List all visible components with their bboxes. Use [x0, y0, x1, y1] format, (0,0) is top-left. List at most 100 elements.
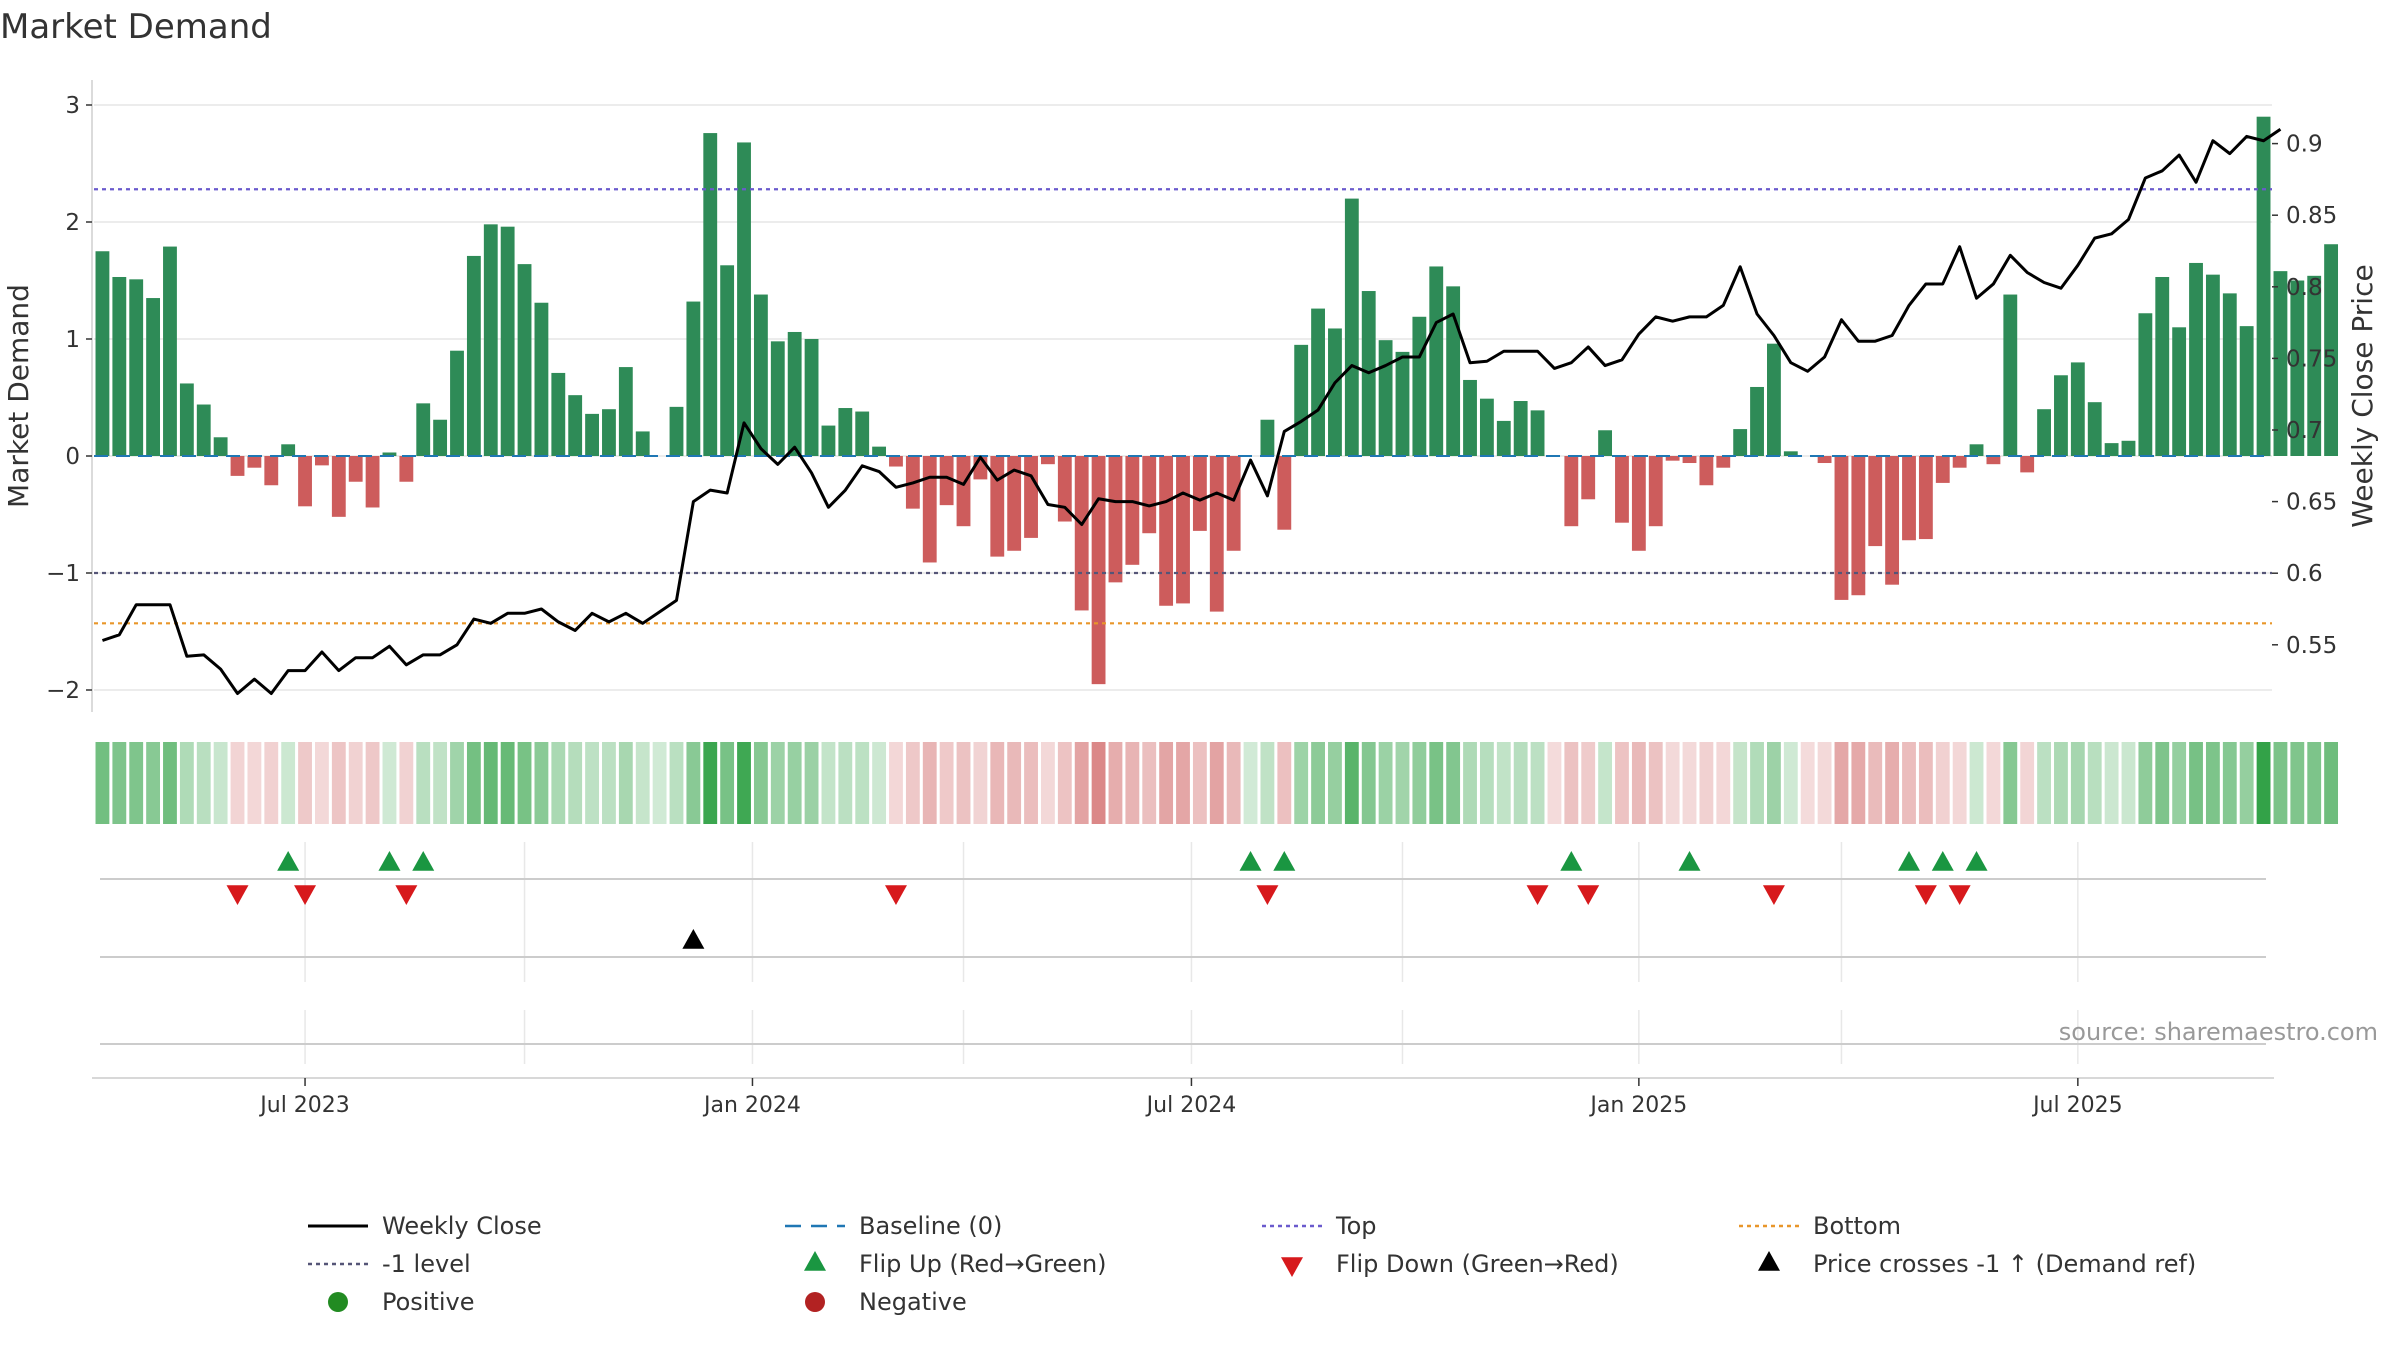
demand-bar — [1716, 456, 1731, 468]
heat-cell — [1328, 742, 1342, 824]
demand-bar — [129, 279, 144, 456]
demand-bar — [1935, 456, 1950, 483]
heat-cell — [1057, 742, 1072, 824]
demand-bar — [2205, 274, 2220, 456]
demand-bar — [939, 456, 954, 506]
heat-cell — [1479, 742, 1494, 824]
demand-bar — [1817, 456, 1832, 464]
demand-bar — [1463, 379, 1477, 456]
heat-cell — [247, 742, 262, 824]
heat-cell — [1024, 742, 1038, 824]
heat-cell — [2104, 742, 2119, 824]
demand-bar — [1750, 386, 1764, 456]
heat-cell — [720, 742, 735, 824]
weekly-close-line — [101, 128, 2282, 695]
flip-up-marker — [1898, 851, 1920, 871]
left-tick-label: −2 — [46, 678, 80, 704]
heat-cell — [1851, 742, 1866, 824]
demand-bar — [2273, 271, 2288, 456]
legend-swatch-triangle — [1281, 1257, 1303, 1277]
heat-cell — [753, 742, 768, 824]
demand-bar — [1665, 456, 1680, 461]
heat-cell — [1648, 742, 1663, 824]
heat-cell — [1226, 742, 1241, 824]
legend-swatch-dot — [805, 1292, 825, 1312]
heat-cell — [2189, 742, 2203, 824]
demand-bar — [1192, 456, 1207, 531]
right-tick-label: 0.7 — [2286, 418, 2323, 444]
demand-bar — [618, 367, 633, 456]
heat-cell — [179, 742, 194, 824]
demand-bar — [770, 341, 785, 456]
demand-bar — [163, 246, 177, 456]
flip-down-marker — [226, 885, 249, 905]
demand-bar — [1952, 456, 1967, 468]
heat-cell — [281, 742, 296, 824]
legend-swatch-triangle — [804, 1251, 826, 1271]
demand-bar — [2054, 375, 2068, 456]
demand-bar — [1631, 456, 1646, 551]
demand-bar — [602, 409, 616, 456]
flip-up-marker — [1273, 851, 1296, 871]
demand-bar — [1783, 451, 1798, 456]
demand-bar — [1902, 456, 1916, 541]
heat-cell — [1767, 742, 1781, 824]
demand-bar — [872, 446, 887, 456]
flip-down-marker — [1762, 885, 1785, 905]
flip-down-marker — [1256, 885, 1279, 905]
left-tick-label: 1 — [65, 327, 80, 353]
demand-bar — [838, 408, 853, 456]
demand-bar — [2138, 313, 2153, 456]
demand-bar — [2037, 409, 2051, 456]
legend-label: Flip Down (Green→Red) — [1336, 1250, 1619, 1278]
heat-cell — [517, 742, 532, 824]
demand-bar — [1108, 456, 1123, 583]
heat-cell — [348, 742, 363, 824]
heat-cell — [2205, 742, 2220, 824]
flip-up-marker — [1931, 851, 1954, 871]
demand-bar — [2087, 402, 2102, 456]
heat-cell — [146, 742, 161, 824]
demand-bar — [720, 265, 735, 456]
demand-bar — [399, 456, 414, 482]
demand-bar — [804, 339, 819, 456]
heat-cell — [1800, 742, 1815, 824]
heat-cell — [1378, 742, 1393, 824]
demand-bar — [534, 302, 549, 456]
heat-cell — [2037, 742, 2051, 824]
heat-cell — [2070, 742, 2085, 824]
demand-bar — [2104, 443, 2119, 456]
demand-bar — [1699, 456, 1714, 486]
heat-cell — [1125, 742, 1140, 824]
demand-bar — [1868, 456, 1883, 547]
legend-item: Top — [1262, 1212, 1377, 1240]
demand-bar — [669, 406, 684, 456]
demand-bar — [1682, 456, 1697, 464]
demand-bar — [2121, 440, 2136, 456]
heat-cell — [399, 742, 414, 824]
heat-cell — [298, 742, 312, 824]
demand-bar — [1209, 456, 1224, 612]
demand-bar — [1074, 456, 1089, 611]
heat-cell — [2239, 742, 2254, 824]
heat-cell — [2087, 742, 2102, 824]
heat-cell — [939, 742, 954, 824]
flip-down-marker — [1577, 885, 1600, 905]
flip-down-marker — [1948, 885, 1971, 905]
heat-cell — [737, 742, 751, 824]
heat-cell — [331, 742, 346, 824]
heat-cell — [1631, 742, 1646, 824]
legend-item: Flip Up (Red→Green) — [804, 1250, 1107, 1278]
demand-bar — [517, 264, 532, 456]
heat-cell — [382, 742, 397, 824]
heat-cell — [1547, 742, 1562, 824]
demand-bar — [1125, 456, 1140, 565]
heat-cell — [635, 742, 650, 824]
heat-cell — [2121, 742, 2136, 824]
heat-cell — [804, 742, 819, 824]
demand-bar — [1530, 410, 1545, 456]
heat-cell — [1868, 742, 1883, 824]
demand-bar — [1311, 308, 1325, 456]
heat-cell — [1041, 742, 1055, 824]
heat-cell — [365, 742, 380, 824]
